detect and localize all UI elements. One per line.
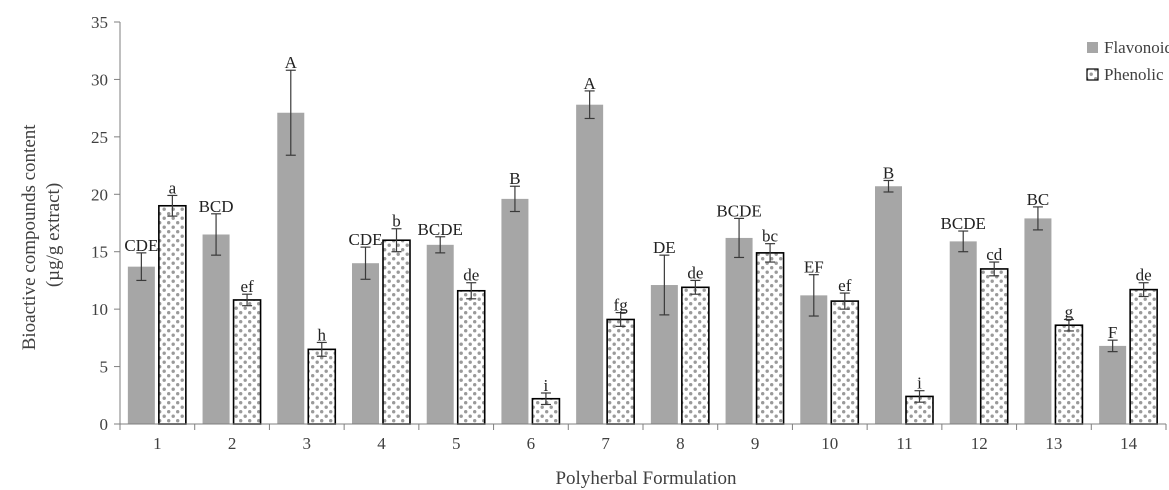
flavonoid-bar: [202, 234, 230, 424]
y-tick-label: 35: [91, 13, 108, 32]
x-tick-label: 1: [153, 434, 162, 453]
y-tick-label: 20: [91, 185, 108, 204]
x-tick-label: 2: [228, 434, 237, 453]
y-axis: 0 5 10 15 20 25 30 35: [91, 13, 121, 434]
significance-letter: ef: [240, 277, 254, 296]
legend-swatch-phenolic: [1086, 68, 1099, 81]
phenolic-bar: [1129, 288, 1158, 425]
flavonoid-bar: [352, 263, 379, 424]
x-tick-label: 11: [896, 434, 912, 453]
significance-letter: BCDE: [418, 220, 463, 239]
significance-letter: ef: [838, 276, 852, 295]
phenolic-bar: [979, 268, 1009, 425]
flavonoid-bar: [501, 198, 529, 424]
flavonoid-bar: [277, 112, 305, 424]
significance-letter: CDE: [124, 236, 158, 255]
phenolic-bar: [1054, 324, 1084, 425]
significance-letter: DE: [653, 238, 676, 257]
x-tick-label: 3: [303, 434, 312, 453]
significance-letter: CDE: [349, 230, 383, 249]
significance-letter: A: [285, 53, 298, 72]
flavonoid-bar: [1024, 218, 1052, 424]
phenolic-bar: [755, 252, 785, 425]
significance-letter: b: [392, 212, 401, 231]
flavonoid-bar: [875, 186, 902, 424]
y-axis-title-line2: (µg/g extract): [43, 183, 64, 287]
phenolic-bar: [232, 299, 262, 425]
flavonoid-bar: [1099, 345, 1127, 424]
x-tick-label: 5: [452, 434, 461, 453]
x-tick-label: 7: [601, 434, 610, 453]
x-tick-label: 12: [971, 434, 988, 453]
significance-letter: BCD: [199, 197, 234, 216]
x-tick-label: 8: [676, 434, 685, 453]
significance-letter: i: [544, 376, 549, 395]
x-tick-label: 4: [377, 434, 386, 453]
phenolic-bar: [158, 204, 187, 425]
flavonoid-bar: [576, 104, 604, 424]
flavonoid-bar: [127, 266, 155, 424]
significance-letter: g: [1065, 302, 1074, 321]
legend: Flavonoid Phenolic: [1086, 38, 1169, 84]
y-axis-title-line1: Bioactive compounds content: [19, 124, 40, 351]
significance-letter: F: [1108, 323, 1117, 342]
series-phenolic: a ef h b de i fg de bc ef i cd g de: [158, 178, 1158, 425]
significance-letter: A: [584, 74, 597, 93]
x-tick-label: 14: [1120, 434, 1138, 453]
x-tick-label: 6: [527, 434, 536, 453]
significance-letter: de: [1136, 266, 1152, 285]
flavonoid-bar: [725, 237, 753, 424]
significance-letter: i: [917, 374, 922, 393]
significance-letter: BCDE: [716, 201, 761, 220]
significance-letter: de: [687, 263, 703, 282]
phenolic-bar: [681, 286, 710, 425]
significance-letter: BC: [1027, 190, 1050, 209]
x-tick-label: 10: [821, 434, 838, 453]
legend-label-phenolic: Phenolic: [1104, 65, 1164, 84]
significance-letter: a: [169, 178, 177, 197]
plot-area: CDE BCD A CDE BCDE B A DE BCDE EF B BCDE BC Fa ef h b de i…: [124, 53, 1158, 425]
significance-letter: h: [318, 325, 327, 344]
phenolic-bar: [307, 348, 337, 425]
series-flavonoid: CDE BCD A CDE BCDE B A DE BCDE EF B BCDE BC F: [124, 53, 1127, 424]
significance-letter: de: [463, 266, 479, 285]
x-axis: 1 2 3 4 5 6 7 8 9 10 11 12 13 14: [119, 423, 1167, 453]
phenolic-bar: [830, 300, 860, 425]
y-tick-label: 10: [91, 300, 108, 319]
y-axis-title: Bioactive compounds content (µg/g extrac…: [19, 120, 64, 351]
legend-swatch-flavonoid: [1087, 42, 1098, 53]
y-tick-label: 25: [91, 128, 108, 147]
phenolic-bar: [382, 239, 411, 425]
significance-letter: BCDE: [941, 214, 986, 233]
phenolic-bar: [456, 289, 486, 425]
significance-letter: fg: [614, 296, 629, 315]
flavonoid-bar: [949, 241, 977, 424]
x-axis-title: Polyherbal Formulation: [555, 468, 737, 489]
y-tick-label: 5: [100, 358, 109, 377]
phenolic-bar: [606, 318, 635, 425]
x-tick-label: 9: [751, 434, 760, 453]
significance-letter: EF: [804, 258, 824, 277]
significance-letter: cd: [986, 245, 1003, 264]
significance-letter: B: [509, 169, 520, 188]
flavonoid-bar: [426, 244, 454, 424]
y-tick-label: 15: [91, 243, 108, 262]
significance-letter: B: [883, 164, 894, 183]
flavonoid-bar: [800, 295, 828, 424]
significance-letter: bc: [762, 227, 779, 246]
x-tick-label: 13: [1045, 434, 1062, 453]
y-tick-label: 30: [91, 70, 108, 89]
legend-label-flavonoid: Flavonoid: [1104, 38, 1169, 57]
y-tick-label: 0: [100, 415, 109, 434]
